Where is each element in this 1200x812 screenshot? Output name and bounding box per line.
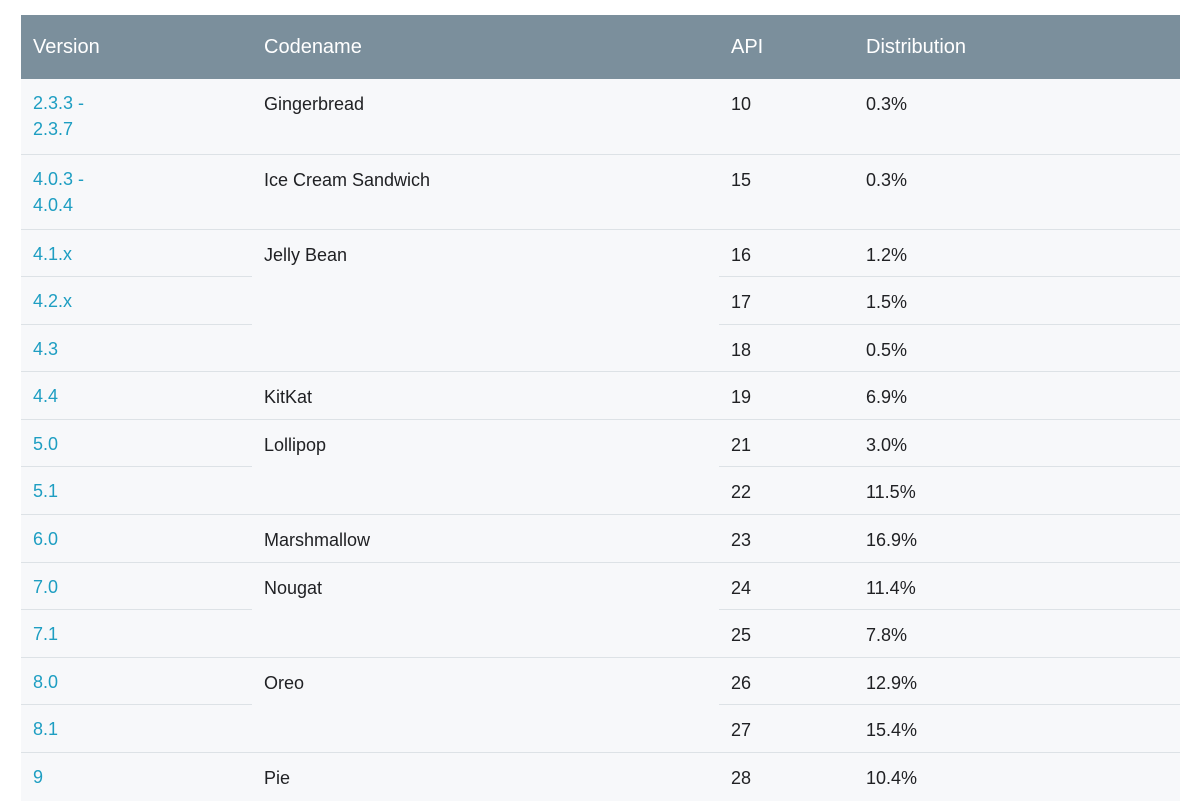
table-row: 4.1.x Jelly Bean 16 1.2%: [21, 228, 1180, 372]
codename-cell: Lollipop: [252, 418, 719, 515]
version-link[interactable]: 4.2.x: [33, 291, 73, 312]
table-row: 7.1 25 7.8%: [21, 609, 1180, 658]
version-link[interactable]: 2.3.3 - 2.3.7: [33, 93, 85, 139]
table-header: Version Codename API Distribution: [21, 15, 1180, 79]
codename-cell: KitKat: [252, 371, 719, 420]
codename-cell: Marshmallow: [252, 514, 719, 563]
distribution-cell: 0.3%: [866, 94, 908, 114]
api-cell: 27: [719, 704, 854, 753]
distribution-table-container: Version Codename API Distribution 2.3.3 …: [21, 15, 1180, 801]
codename-cell: Oreo: [252, 656, 719, 753]
version-link[interactable]: 5.1: [33, 481, 59, 502]
android-version-distribution-table: Version Codename API Distribution 2.3.3 …: [21, 15, 1180, 801]
codename-cell: Pie: [252, 752, 719, 801]
version-link[interactable]: 7.1: [33, 624, 59, 645]
api-cell: 25: [719, 609, 854, 658]
table-row: 9 Pie 28 10.4%: [21, 752, 1180, 801]
codename-cell: Nougat: [252, 561, 719, 658]
distribution-cell: 3.0%: [854, 418, 1180, 467]
api-cell: 18: [719, 323, 854, 372]
distribution-cell: 6.9%: [854, 371, 1180, 420]
table-row: 2.3.3 - 2.3.7 Gingerbread 10 0.3%: [21, 79, 1180, 154]
table-row: 4.0.3 - 4.0.4 Ice Cream Sandwich 15 0.3%: [21, 153, 1180, 229]
api-cell: 15: [719, 153, 854, 229]
table-row: 8.0 Oreo 26 12.9%: [21, 656, 1180, 753]
distribution-cell: 10.4%: [854, 752, 1180, 801]
header-api: API: [731, 35, 764, 58]
version-link[interactable]: 4.4: [33, 386, 59, 407]
distribution-cell: 1.2%: [854, 228, 1180, 277]
header-row: Version Codename API Distribution: [21, 15, 1180, 79]
distribution-cell: 0.5%: [854, 323, 1180, 372]
distribution-cell: 15.4%: [854, 704, 1180, 753]
table-row: 5.0 Lollipop 21 3.0%: [21, 418, 1180, 515]
codename-cell: Ice Cream Sandwich: [252, 153, 719, 229]
distribution-cell: 1.5%: [854, 276, 1180, 325]
api-cell: 23: [719, 514, 854, 563]
version-link[interactable]: 8.1: [33, 719, 59, 740]
api-cell: 28: [719, 752, 854, 801]
api-cell: 22: [719, 466, 854, 515]
api-cell: 21: [719, 418, 854, 467]
api-cell: 24: [719, 561, 854, 610]
distribution-cell: 12.9%: [854, 656, 1180, 705]
distribution-cell: 11.4%: [854, 561, 1180, 610]
version-link[interactable]: 5.0: [33, 433, 59, 454]
distribution-cell: 0.3%: [854, 153, 1180, 229]
api-cell: 17: [719, 276, 854, 325]
version-link[interactable]: 6.0: [33, 529, 59, 550]
distribution-cell: 11.5%: [854, 466, 1180, 515]
table-row: 7.0 Nougat 24 11.4%: [21, 561, 1180, 658]
header-codename: Codename: [264, 35, 362, 58]
version-link[interactable]: 4.1.x: [33, 243, 73, 264]
version-link[interactable]: 9: [33, 767, 44, 788]
version-link[interactable]: 4.0.3 - 4.0.4: [33, 168, 85, 215]
api-cell: 16: [719, 228, 854, 277]
version-link[interactable]: 7.0: [33, 576, 59, 597]
distribution-cell: 7.8%: [854, 609, 1180, 658]
table-row: 8.1 27 15.4%: [21, 704, 1180, 753]
header-distribution: Distribution: [866, 35, 967, 58]
table-row: 4.4 KitKat 19 6.9%: [21, 371, 1180, 420]
distribution-cell: 16.9%: [854, 514, 1180, 563]
table-row: 4.3 18 0.5%: [21, 323, 1180, 372]
api-cell: 19: [719, 371, 854, 420]
version-link[interactable]: 4.3: [33, 338, 59, 359]
table-row: 5.1 22 11.5%: [21, 466, 1180, 515]
codename-cell: Jelly Bean: [252, 228, 719, 372]
codename-cell: Gingerbread: [264, 94, 365, 114]
table-row: 6.0 Marshmallow 23 16.9%: [21, 514, 1180, 563]
api-cell: 10: [731, 94, 752, 114]
version-link[interactable]: 8.0: [33, 671, 59, 692]
table-row: 4.2.x 17 1.5%: [21, 276, 1180, 325]
table-body: 2.3.3 - 2.3.7 Gingerbread 10 0.3% 4.0.3 …: [21, 79, 1180, 801]
header-version: Version: [33, 35, 100, 58]
api-cell: 26: [719, 656, 854, 705]
